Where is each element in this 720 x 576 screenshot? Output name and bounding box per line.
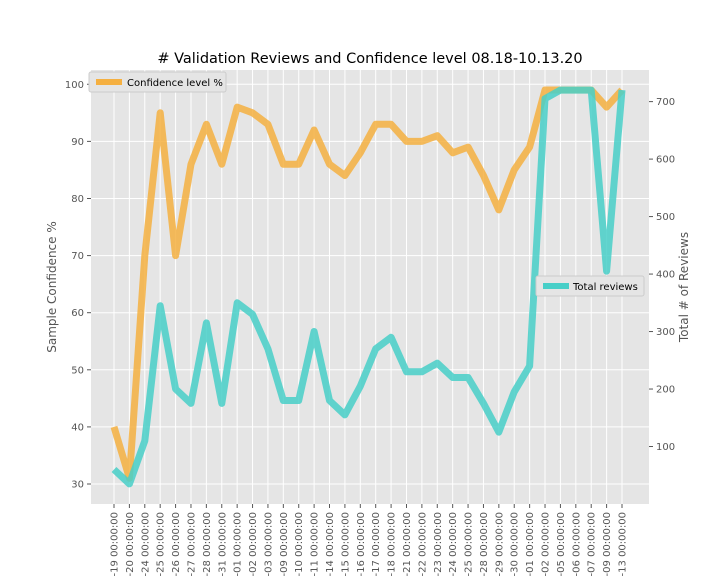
x-tick-label: -18 00:00:00 (387, 512, 398, 576)
x-tick-label: -24 00:00:00 (140, 512, 151, 576)
x-tick-label: -26 00:00:00 (171, 512, 182, 576)
y-tick-label-left: 100 (65, 80, 84, 91)
y-tick-label-left: 40 (71, 422, 84, 433)
x-tick-label: -13 00:00:00 (618, 512, 629, 576)
x-tick-label: -07 00:00:00 (587, 512, 598, 576)
x-tick-label: -01 00:00:00 (525, 512, 536, 576)
y-tick-label-right: 500 (656, 212, 675, 223)
x-tick-label: -20 00:00:00 (125, 512, 136, 576)
x-tick-label: -03 00:00:00 (263, 512, 274, 576)
y-tick-label-left: 90 (71, 137, 84, 148)
left-axis-label: Sample Confidence % (45, 221, 59, 353)
x-tick-label: -06 00:00:00 (571, 512, 582, 576)
x-tick-label: -27 00:00:00 (186, 512, 197, 576)
y-tick-label-left: 30 (71, 480, 84, 491)
x-tick-label: -23 00:00:00 (433, 512, 444, 576)
y-tick-label-right: 200 (656, 385, 675, 396)
x-tick-label: -01 00:00:00 (233, 512, 244, 576)
x-tick-label: -05 00:00:00 (556, 512, 567, 576)
y-tick-label-left: 80 (71, 194, 84, 205)
y-tick-label-left: 70 (71, 251, 84, 262)
legend-box (88, 71, 227, 93)
y-tick-label-right: 600 (656, 155, 675, 166)
legend-confidence: Confidence level % (88, 71, 227, 93)
y-tick-label-right: 400 (656, 270, 675, 281)
legend-box (535, 275, 645, 297)
x-tick-label: -29 00:00:00 (494, 512, 505, 576)
x-tick-label: -10 00:00:00 (294, 512, 305, 576)
x-tick-label: -28 00:00:00 (479, 512, 490, 576)
x-tick-label: -17 00:00:00 (371, 512, 382, 576)
x-tick-label: -09 00:00:00 (279, 512, 290, 576)
x-tick-label: -22 00:00:00 (417, 512, 428, 576)
x-tick-label: -28 00:00:00 (202, 512, 213, 576)
series-lines (110, 86, 626, 488)
total-reviews-line (111, 86, 626, 488)
y-tick-label-left: 50 (71, 365, 84, 376)
y-tick-label-right: 300 (656, 327, 675, 338)
ticks: 30 40 50 60 70 80 90 100 100 200 300 400 500 600 700 -1… (65, 80, 675, 576)
confidence-level-line (110, 86, 625, 482)
legend-label: Confidence level % (127, 78, 223, 89)
x-tick-label: -02 00:00:00 (541, 512, 552, 576)
y-tick-label-right: 100 (656, 442, 675, 453)
x-tick-label: -09 00:00:00 (602, 512, 613, 576)
x-tick-label: -19 00:00:00 (110, 512, 121, 576)
x-tick-label: -25 00:00:00 (156, 512, 167, 576)
y-tick-label-left: 60 (71, 308, 84, 319)
y-tick-label-right: 700 (656, 97, 675, 108)
x-tick-label: -16 00:00:00 (356, 512, 367, 576)
x-tick-label: -30 00:00:00 (510, 512, 521, 576)
x-tick-label: -02 00:00:00 (248, 512, 259, 576)
chart-title: # Validation Reviews and Confidence leve… (157, 51, 582, 67)
x-tick-label: -15 00:00:00 (340, 512, 351, 576)
legend-total-reviews: Total reviews (535, 275, 645, 297)
x-tick-label: -11 00:00:00 (310, 512, 321, 576)
x-tick-label: -25 00:00:00 (464, 512, 475, 576)
x-tick-label: -24 00:00:00 (448, 512, 459, 576)
x-tick-label: -31 00:00:00 (217, 512, 228, 576)
x-tick-label: -21 00:00:00 (402, 512, 413, 576)
right-axis-label: Total # of Reviews (677, 232, 691, 343)
legend-label: Total reviews (572, 282, 638, 293)
x-tick-label: -14 00:00:00 (325, 512, 336, 576)
